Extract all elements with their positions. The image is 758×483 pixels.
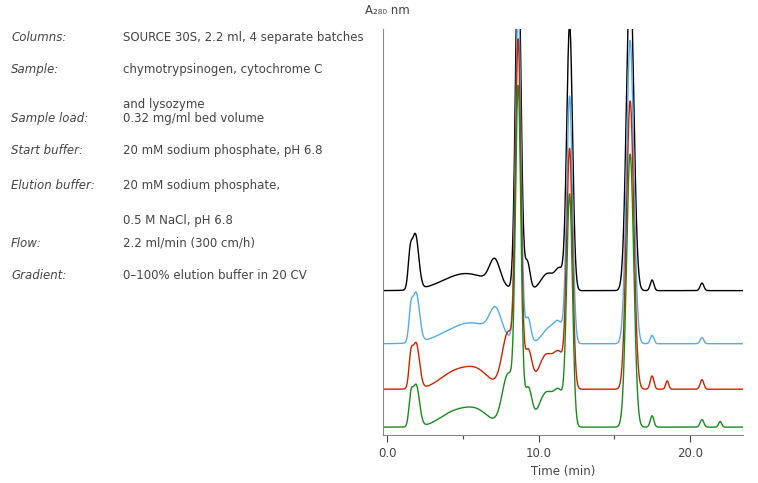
Text: Sample:: Sample: — [11, 63, 59, 76]
X-axis label: Time (min): Time (min) — [531, 465, 595, 478]
Text: 0.32 mg/ml bed volume: 0.32 mg/ml bed volume — [123, 112, 264, 125]
Text: and lysozyme: and lysozyme — [123, 98, 205, 111]
Text: Sample load:: Sample load: — [11, 112, 89, 125]
Text: 0–100% elution buffer in 20 CV: 0–100% elution buffer in 20 CV — [123, 270, 306, 283]
Text: Columns:: Columns: — [11, 30, 67, 43]
Text: A₂₈₀ nm: A₂₈₀ nm — [365, 4, 409, 17]
Text: 2.2 ml/min (300 cm/h): 2.2 ml/min (300 cm/h) — [123, 237, 255, 250]
Text: 20 mM sodium phosphate,: 20 mM sodium phosphate, — [123, 179, 280, 192]
Text: 0.5 M NaCl, pH 6.8: 0.5 M NaCl, pH 6.8 — [123, 213, 233, 227]
Text: SOURCE 30S, 2.2 ml, 4 separate batches: SOURCE 30S, 2.2 ml, 4 separate batches — [123, 30, 363, 43]
Text: Gradient:: Gradient: — [11, 270, 67, 283]
Text: Start buffer:: Start buffer: — [11, 144, 83, 157]
Text: chymotrypsinogen, cytochrome C: chymotrypsinogen, cytochrome C — [123, 63, 322, 76]
Text: 20 mM sodium phosphate, pH 6.8: 20 mM sodium phosphate, pH 6.8 — [123, 144, 322, 157]
Text: Elution buffer:: Elution buffer: — [11, 179, 95, 192]
Text: Flow:: Flow: — [11, 237, 42, 250]
